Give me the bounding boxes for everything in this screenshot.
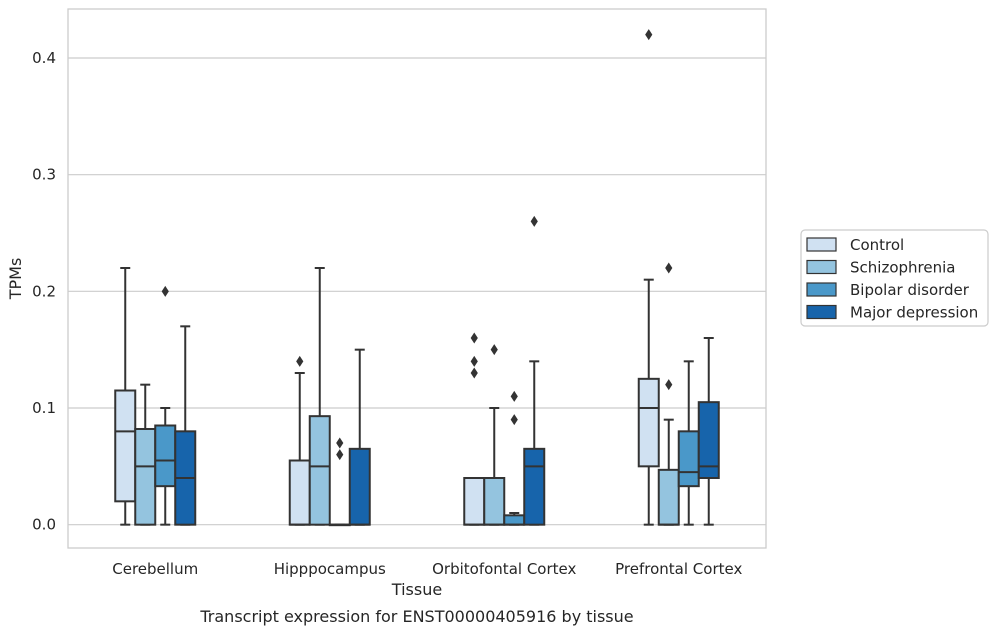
x-axis-label: Tissue xyxy=(391,580,442,599)
y-tick-label: 0.0 xyxy=(32,516,56,534)
x-axis-ticks: Cerebellum Hipppocampus Orbitofontal Corte… xyxy=(112,560,742,578)
box-control xyxy=(637,29,660,526)
box-schizophrenia xyxy=(483,344,506,526)
legend: Control Schizophrenia Bipolar disorder Majo… xyxy=(800,229,989,327)
box-bipolar-disorder xyxy=(154,285,177,526)
outlier-point xyxy=(665,262,673,274)
legend-swatch xyxy=(806,282,837,297)
box-body xyxy=(503,514,526,526)
box-control xyxy=(288,355,311,526)
box-body xyxy=(697,401,720,479)
box-body xyxy=(134,428,157,526)
legend-label: Control xyxy=(850,236,904,254)
outlier-point xyxy=(510,390,518,402)
legend-label: Bipolar disorder xyxy=(850,281,970,299)
box-body xyxy=(308,415,331,526)
outlier-point xyxy=(645,29,653,41)
chart-caption: Transcript expression for ENST0000040591… xyxy=(199,607,633,626)
box-bipolar-disorder xyxy=(677,360,700,526)
y-tick-label: 0.4 xyxy=(32,49,56,67)
box-body xyxy=(523,447,546,526)
box-control xyxy=(463,332,486,526)
box-major-depression xyxy=(523,215,546,526)
outlier-point xyxy=(530,215,538,227)
x-tick-label: Hipppocampus xyxy=(274,560,386,578)
outlier-point xyxy=(336,437,344,449)
y-axis-label: TPMs xyxy=(6,258,25,301)
outlier-point xyxy=(470,355,478,367)
box-body xyxy=(348,447,371,526)
box-schizophrenia xyxy=(134,383,157,526)
box-body xyxy=(637,377,660,468)
legend-frame xyxy=(800,229,989,327)
legend-swatch xyxy=(806,237,837,252)
box-body xyxy=(114,389,137,503)
outlier-point xyxy=(490,344,498,356)
box-schizophrenia xyxy=(308,267,331,526)
legend-swatch xyxy=(806,259,837,275)
outlier-point xyxy=(470,332,478,344)
x-tick-label: Cerebellum xyxy=(112,560,198,578)
box-major-depression xyxy=(174,325,197,526)
outlier-point xyxy=(161,285,169,297)
box-control xyxy=(114,267,137,526)
legend-label: Major depression xyxy=(850,304,978,322)
box-body xyxy=(154,424,177,488)
box-body xyxy=(288,459,311,526)
outlier-point xyxy=(665,379,673,391)
box-bipolar-disorder xyxy=(503,390,526,526)
plot-frame xyxy=(67,8,767,549)
box-schizophrenia xyxy=(657,262,680,526)
y-tick-label: 0.2 xyxy=(32,282,56,300)
box-groups xyxy=(114,29,720,527)
outlier-point xyxy=(336,449,344,461)
box-body xyxy=(483,477,506,526)
x-tick-label: Prefrontal Cortex xyxy=(615,560,742,578)
outlier-point xyxy=(470,367,478,379)
outlier-point xyxy=(296,355,304,367)
box-body xyxy=(677,430,700,488)
box-body xyxy=(463,477,486,526)
y-axis-ticks: 0.0 0.1 0.2 0.3 0.4 xyxy=(32,49,56,534)
box-major-depression xyxy=(697,337,720,526)
legend-swatch xyxy=(806,304,837,320)
x-tick-label: Orbitofontal Cortex xyxy=(432,560,576,578)
box-bipolar-disorder xyxy=(328,437,351,527)
legend-label: Schizophrenia xyxy=(850,259,955,277)
y-tick-label: 0.3 xyxy=(32,166,56,184)
box-body xyxy=(657,468,680,526)
y-tick-label: 0.1 xyxy=(32,399,56,417)
outlier-point xyxy=(510,414,518,426)
box-major-depression xyxy=(348,348,371,526)
